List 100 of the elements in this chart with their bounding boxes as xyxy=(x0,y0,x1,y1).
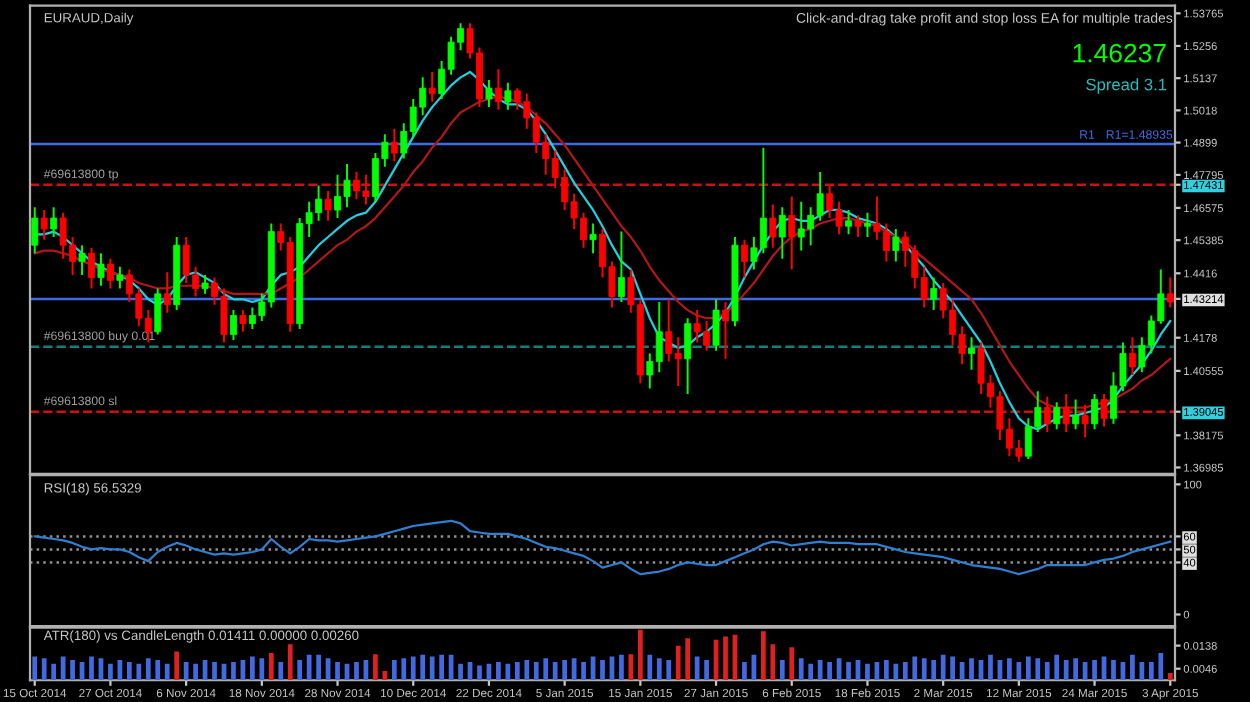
candlestick xyxy=(892,227,900,263)
bar xyxy=(969,658,974,681)
bar xyxy=(136,663,142,681)
bar xyxy=(1130,654,1135,681)
bar xyxy=(287,644,293,681)
candlestick xyxy=(1072,398,1080,431)
bar xyxy=(70,659,75,681)
bar xyxy=(798,658,804,681)
candlestick xyxy=(239,309,247,333)
candlestick xyxy=(50,206,58,238)
bar xyxy=(496,661,501,681)
bar xyxy=(1092,659,1097,681)
candlestick xyxy=(845,208,852,236)
bar xyxy=(212,661,217,681)
bar xyxy=(902,661,908,681)
bar xyxy=(921,658,927,681)
bar xyxy=(666,659,672,681)
bar xyxy=(183,661,189,681)
bar xyxy=(268,652,274,681)
bar xyxy=(552,661,558,681)
bar xyxy=(543,658,549,681)
bar xyxy=(32,656,38,681)
bar xyxy=(1007,658,1012,681)
candlestick xyxy=(504,81,512,111)
bar xyxy=(420,654,426,681)
bar xyxy=(647,654,653,681)
bar xyxy=(1148,661,1154,681)
bar xyxy=(931,659,937,681)
bar xyxy=(41,658,47,681)
bar xyxy=(817,659,823,681)
bar xyxy=(410,656,416,681)
bar xyxy=(723,636,728,681)
bar xyxy=(581,661,586,681)
candlestick xyxy=(494,68,502,111)
bar xyxy=(988,654,993,681)
candlestick xyxy=(1081,403,1089,439)
bar xyxy=(761,631,766,681)
bar xyxy=(89,656,94,681)
bar xyxy=(51,663,57,681)
bar xyxy=(382,670,388,681)
bar xyxy=(912,656,918,681)
candlestick xyxy=(1128,336,1136,377)
candlestick xyxy=(324,190,332,222)
bar xyxy=(354,661,359,681)
bar xyxy=(685,638,691,681)
line-series xyxy=(33,519,1172,576)
candlestick xyxy=(854,214,862,238)
candlestick xyxy=(968,336,975,371)
bar xyxy=(174,651,180,681)
candlestick xyxy=(864,211,871,238)
bar xyxy=(1025,656,1031,681)
bar xyxy=(1167,672,1173,681)
candlestick xyxy=(106,257,114,290)
candlestick xyxy=(78,244,86,276)
bar xyxy=(950,656,955,681)
bar xyxy=(373,654,378,681)
bar xyxy=(1044,661,1050,681)
bar xyxy=(637,629,643,681)
candlestick xyxy=(154,287,162,336)
candlestick xyxy=(589,222,597,255)
candlestick xyxy=(930,276,938,312)
candlestick xyxy=(97,252,105,287)
bar xyxy=(533,661,539,681)
bar xyxy=(940,654,946,681)
candlestick xyxy=(712,298,720,352)
bar xyxy=(675,645,681,681)
bar xyxy=(514,661,520,681)
annotation: Spread 3.1 xyxy=(1086,78,1167,94)
bar xyxy=(259,658,265,681)
bar xyxy=(1111,659,1116,681)
bar xyxy=(779,659,785,681)
bar xyxy=(742,661,747,681)
bar xyxy=(155,659,161,681)
bar xyxy=(704,659,709,681)
candlestick xyxy=(769,203,777,249)
bar xyxy=(893,663,899,681)
bar xyxy=(335,661,340,681)
bar xyxy=(619,654,624,681)
candlestick xyxy=(31,206,39,255)
bar xyxy=(562,659,568,681)
bar xyxy=(401,658,407,681)
candlestick xyxy=(617,230,625,303)
bar xyxy=(1054,654,1060,681)
bar xyxy=(808,663,814,681)
bar xyxy=(439,654,444,681)
bar xyxy=(126,661,132,681)
candlestick xyxy=(722,301,729,360)
candlestick xyxy=(1091,393,1099,431)
bar xyxy=(789,647,795,681)
bar xyxy=(278,661,284,681)
bar xyxy=(108,663,113,681)
candlestick xyxy=(390,127,398,163)
bar xyxy=(1035,658,1041,681)
candlestick xyxy=(230,309,237,341)
bar xyxy=(1016,661,1022,681)
bar xyxy=(231,661,236,681)
bar xyxy=(193,663,198,681)
candlestick xyxy=(1062,393,1070,433)
bar xyxy=(306,654,312,681)
bar xyxy=(1063,659,1069,681)
